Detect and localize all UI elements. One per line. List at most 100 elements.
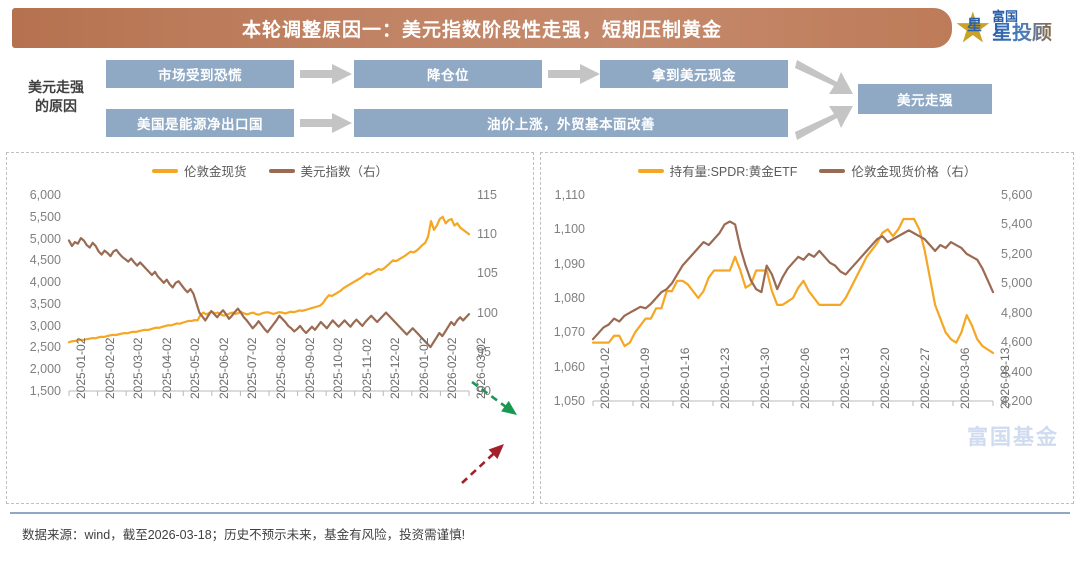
left-xtick: 2025-02-02 [102, 337, 117, 399]
flow-diagram: 美元走强 的原因 市场受到恐慌 降仓位 拿到美元现金 美国是能源净出口国 油价上… [0, 56, 1080, 148]
left-xtick: 2025-05-02 [188, 337, 203, 399]
flow-box-reduce-position[interactable]: 降仓位 [354, 60, 542, 88]
legend-item-spdr-etf: 持有量:SPDR:黄金ETF [637, 161, 798, 180]
flow-side-label-line2: 的原因 [35, 98, 77, 114]
left-ytick-left: 4,000 [29, 275, 61, 290]
right-ytick-left: 1,110 [554, 188, 585, 202]
left-xtick: 2026-03-02 [474, 337, 488, 399]
left-xtick: 2026-02-02 [445, 337, 460, 399]
left-ytick-right: 100 [477, 305, 498, 320]
left-ytick-right: 110 [477, 227, 497, 242]
footer-source-note: 数据来源：wind，截至2026-03-18；历史不预示未来，基金有风险，投资需… [22, 528, 466, 542]
left-ytick-left: 3,500 [29, 296, 61, 311]
left-ytick-left: 3,000 [29, 318, 61, 333]
header-banner: 本轮调整原因一：美元指数阶段性走强，短期压制黄金 [12, 8, 952, 48]
flow-side-label-line1: 美元走强 [28, 79, 84, 95]
legend-swatch-gold [151, 168, 178, 173]
chart-panel-right: 持有量:SPDR:黄金ETF 伦敦金现货价格（右） 1,110 1,100 1,09… [540, 152, 1074, 504]
chart-left-down-arrow [471, 380, 517, 415]
left-series-1 [67, 237, 471, 349]
chart-left-up-arrow [461, 444, 504, 484]
left-ytick-left: 4,500 [29, 253, 61, 268]
logo-top-text: 富国 [992, 9, 1019, 24]
right-ytick-left: 1,100 [553, 222, 585, 237]
star-icon: ★ 星 [954, 5, 998, 49]
right-ytick-right: 4,400 [1001, 364, 1033, 379]
left-xtick: 2025-03-02 [131, 337, 146, 399]
flow-arrow-1 [300, 63, 352, 85]
right-ytick-right: 5,600 [1001, 188, 1033, 202]
legend-swatch-spdr [637, 168, 664, 173]
right-series-0 [591, 217, 995, 355]
flow-side-label: 美元走强 的原因 [12, 78, 100, 116]
left-ytick-left: 1,500 [29, 384, 61, 398]
right-xtick: 2026-03-13 [998, 347, 1012, 409]
left-ytick-left: 5,000 [29, 231, 61, 246]
right-ytick-left: 1,080 [553, 291, 585, 305]
left-xtick: 2025-12-02 [388, 337, 403, 399]
flow-box-get-usd-cash[interactable]: 拿到美元现金 [600, 60, 788, 88]
left-ytick-right: 95 [477, 344, 491, 359]
right-ytick-right: 5,400 [1001, 217, 1033, 232]
left-ytick-left: 2,500 [29, 340, 61, 355]
footer-divider [10, 512, 1070, 514]
legend-swatch-goldprice [819, 168, 846, 173]
flow-box-usd-strength[interactable]: 美元走强 [858, 84, 992, 114]
right-ytick-right: 4,600 [1001, 335, 1033, 350]
left-xtick: 2025-01-02 [74, 337, 88, 399]
logo-bottom-text: 星投顾 [992, 22, 1052, 44]
flow-arrow-4 [795, 58, 857, 98]
chart-right-plot [591, 217, 995, 406]
right-ytick-left: 1,060 [553, 359, 585, 374]
right-xtick: 2026-02-20 [878, 347, 892, 409]
legend-label-gold: 伦敦金现货 [183, 165, 247, 179]
right-ytick-left: 1,050 [553, 394, 585, 408]
flow-arrow-5 [795, 102, 857, 142]
right-xtick: 2026-01-30 [758, 347, 772, 409]
right-xtick: 2026-02-13 [838, 347, 852, 409]
flow-arrow-3 [300, 112, 352, 134]
right-ytick-right: 5,200 [1001, 246, 1033, 261]
left-series-0 [67, 215, 471, 344]
right-xtick: 2026-01-23 [718, 347, 732, 409]
right-xtick: 2026-01-02 [598, 347, 612, 409]
chart-panel-left: 伦敦金现货 美元指数（右） 6,000 5,500 5,000 4,500 4,000 3… [6, 152, 534, 504]
right-ytick-left: 1,070 [553, 325, 585, 340]
left-xtick: 2025-06-02 [216, 337, 231, 399]
legend-item-london-gold-price: 伦敦金现货价格（右） [819, 161, 976, 180]
left-ytick-right: 105 [477, 266, 498, 281]
left-xtick: 2026-01-02 [416, 337, 431, 399]
legend-label-spdr: 持有量:SPDR:黄金ETF [669, 165, 798, 179]
legend-swatch-dxy [268, 168, 295, 173]
legend-item-dollar-index: 美元指数（右） [268, 161, 389, 180]
page-title: 本轮调整原因一：美元指数阶段性走强，短期压制黄金 [241, 19, 722, 41]
right-series-1 [591, 220, 995, 341]
legend-label-dxy: 美元指数（右） [300, 165, 389, 179]
flow-arrow-2 [548, 63, 600, 85]
flow-box-oil-price-trade[interactable]: 油价上涨，外贸基本面改善 [354, 109, 788, 137]
right-ytick-right: 4,800 [1001, 305, 1033, 320]
left-xtick: 2025-04-02 [159, 337, 174, 399]
right-xtick: 2026-03-06 [958, 347, 972, 409]
right-xtick: 2026-02-27 [918, 347, 932, 409]
legend-item-london-gold-spot: 伦敦金现货 [151, 161, 247, 180]
right-ytick-right: 5,000 [1001, 276, 1033, 291]
right-ytick-left: 1,090 [553, 256, 585, 271]
star-glyph: ★ [954, 4, 992, 51]
chart-left-legend: 伦敦金现货 美元指数（右） [7, 161, 533, 180]
watermark-text: 富国基金 [967, 426, 1059, 449]
left-xtick: 2025-07-02 [245, 337, 260, 399]
legend-label-goldprice: 伦敦金现货价格（右） [851, 165, 977, 179]
flow-box-market-panic[interactable]: 市场受到恐慌 [106, 60, 294, 88]
left-xtick: 2025-09-02 [302, 337, 317, 399]
star-inner-label: 星 [967, 17, 983, 34]
right-xtick: 2026-02-06 [798, 347, 812, 409]
left-ytick-left: 5,500 [29, 209, 61, 224]
left-ytick-right: 115 [477, 188, 497, 202]
flow-box-us-energy-exporter[interactable]: 美国是能源净出口国 [106, 109, 294, 137]
left-xtick: 2025-11-02 [359, 338, 374, 400]
right-xtick: 2026-01-16 [678, 347, 692, 409]
brand-logo: ★ 星 富国 星投顾 [954, 2, 1072, 52]
right-ytick-right: 4,200 [1001, 394, 1033, 408]
